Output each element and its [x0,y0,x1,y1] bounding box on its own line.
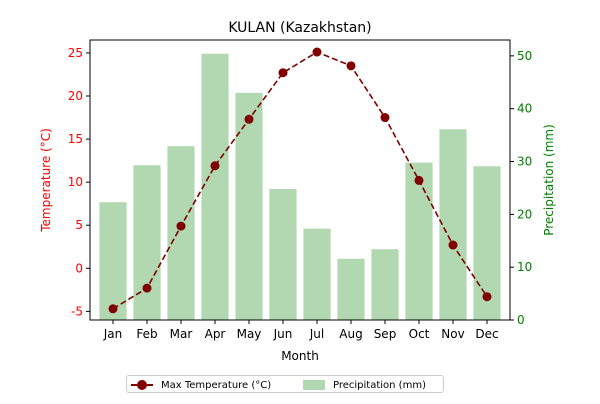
temperature-point [142,283,152,293]
precipitation-bar [371,249,399,320]
right-y-tick-label: 40 [517,102,532,116]
left-y-tick-label: -5 [71,304,83,318]
temperature-point [312,47,322,57]
x-tick-label: May [237,327,262,341]
right-y-tick-label: 20 [517,207,532,221]
legend-item-precipitation: Precipitation (mm) [303,377,426,393]
left-y-tick-label: 20 [68,89,83,103]
temperature-point [346,61,356,71]
right-y-tick-label: 30 [517,155,532,169]
x-tick-label: Jul [309,327,324,341]
legend-label-temperature: Max Temperature (°C) [161,379,272,391]
left-y-tick-label: 10 [68,175,83,189]
x-tick-label: Aug [339,327,362,341]
legend-bar-swatch-icon [303,380,325,390]
legend-line-marker-icon [131,379,153,391]
temperature-point [244,114,254,124]
left-y-tick-label: 0 [75,261,83,275]
precipitation-bar [303,228,331,320]
line-layer [108,47,492,314]
legend-label-precipitation: Precipitation (mm) [333,379,426,391]
right-y-tick-label: 50 [517,49,532,63]
temperature-point [210,161,220,171]
precipitation-bar [405,162,433,320]
precipitation-bar [235,92,263,320]
temperature-line [112,51,488,310]
temperature-point [482,292,492,302]
legend-item-temperature: Max Temperature (°C) [131,377,271,393]
x-tick-label: Nov [441,327,464,341]
precipitation-bar [337,258,365,320]
right-y-tick-label: 10 [517,260,532,274]
precipitation-bar [439,129,467,320]
precipitation-bar [99,202,127,320]
x-tick-label: Jun [273,327,293,341]
x-tick-label: Feb [136,327,157,341]
temperature-point [278,68,288,78]
precipitation-bar [269,188,297,320]
precipitation-bar [167,146,195,320]
left-y-tick-label: 15 [68,132,83,146]
left-axis-label: Temperature (°C) [39,128,53,233]
temperature-point [414,175,424,185]
left-y-tick-label: 25 [68,46,83,60]
temperature-point [108,304,118,314]
temperature-point [380,113,390,123]
x-tick-label: Apr [205,327,226,341]
temperature-point [448,240,458,250]
axes-layer: Jan Feb Mar Apr May Jun Jul Aug Sep Oct Nov Dec -5 0 5… [68,46,533,341]
right-y-tick-label: 0 [517,313,525,327]
legend: Max Temperature (°C) Precipitation (mm) [126,375,444,393]
precipitation-bar [133,165,161,320]
right-axis-label: Precipitation (mm) [542,124,556,236]
left-y-tick-label: 5 [75,218,83,232]
x-axis-label: Month [281,349,319,363]
precipitation-bar [201,53,229,321]
bars-layer [99,53,501,321]
x-tick-label: Mar [170,327,193,341]
x-tick-label: Sep [374,327,397,341]
chart-title: KULAN (Kazakhstan) [228,20,371,36]
x-tick-label: Dec [475,327,498,341]
temperature-point [176,221,186,231]
plot-frame [89,39,511,321]
x-tick-label: Oct [409,327,430,341]
x-tick-label: Jan [103,327,123,341]
